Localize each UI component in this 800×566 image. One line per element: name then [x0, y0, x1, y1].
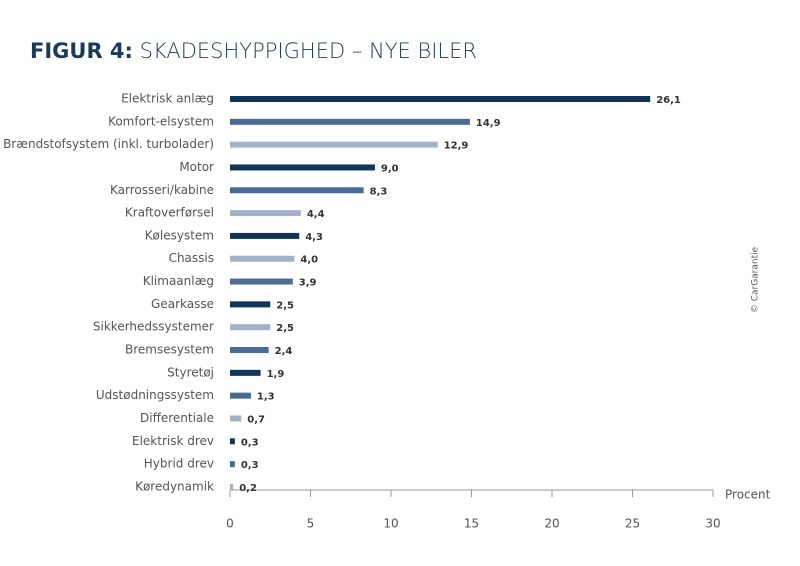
- y-tick-label: Chassis: [169, 251, 214, 265]
- y-tick-label: Elektrisk anlæg: [121, 92, 214, 106]
- y-tick-label: Hybrid drev: [144, 457, 214, 471]
- y-tick-label: Udstødningssystem: [96, 388, 214, 402]
- bar: [230, 461, 235, 468]
- value-label: 0,7: [247, 414, 265, 425]
- x-tick-label: 30: [705, 517, 720, 531]
- y-tick-label: Differentiale: [140, 411, 214, 425]
- bar: [230, 141, 438, 148]
- bar: [230, 369, 261, 376]
- x-tick-label: 0: [226, 517, 234, 531]
- value-label: 1,3: [257, 392, 275, 403]
- bar: [230, 278, 293, 285]
- title-prefix: FIGUR 4:: [30, 39, 133, 63]
- value-label: 2,4: [275, 346, 293, 357]
- bar: [230, 187, 364, 194]
- x-tick-label: 5: [307, 517, 315, 531]
- chart-title: FIGUR 4: SKADESHYPPIGHED – NYE BILER: [30, 39, 477, 63]
- y-tick-label: Brændstofsystem (inkl. turbolader): [3, 137, 214, 151]
- bar: [230, 438, 235, 445]
- bar: [230, 255, 295, 262]
- y-tick-label: Gearkasse: [151, 297, 214, 311]
- value-label: 2,5: [276, 323, 294, 334]
- value-label: 0,3: [241, 437, 259, 448]
- bar: [230, 415, 242, 422]
- y-tick-label: Elektrisk drev: [132, 434, 214, 448]
- value-label: 2,5: [276, 300, 294, 311]
- bar: [230, 301, 271, 308]
- y-tick-label: Kølesystem: [145, 228, 214, 242]
- bar: [230, 232, 300, 239]
- bar: [230, 164, 375, 171]
- title-text: SKADESHYPPIGHED – NYE BILER: [140, 39, 477, 63]
- value-label: 0,3: [241, 460, 259, 471]
- y-tick-label: Styretøj: [167, 365, 214, 379]
- x-tick-label: 15: [464, 517, 479, 531]
- x-tick-label: 20: [544, 517, 559, 531]
- bar: [230, 210, 301, 217]
- value-label: 0,2: [239, 483, 257, 494]
- value-label: 4,4: [307, 209, 325, 220]
- bar: [230, 347, 269, 354]
- y-tick-label: Klimaanlæg: [143, 274, 214, 288]
- y-tick-label: Kraftoverførsel: [125, 206, 214, 220]
- bar: [230, 118, 470, 125]
- y-tick-label: Bremsesystem: [125, 343, 214, 357]
- bar: [230, 392, 251, 399]
- x-tick-label: 25: [625, 517, 640, 531]
- x-tick-label: 10: [383, 517, 398, 531]
- y-tick-label: Sikkerhedssystemer: [93, 320, 214, 334]
- value-label: 26,1: [656, 95, 681, 106]
- bar: [230, 324, 271, 331]
- value-label: 8,3: [370, 186, 388, 197]
- value-label: 9,0: [381, 163, 399, 174]
- x-axis-label: Procent: [725, 488, 771, 502]
- value-label: 4,0: [300, 255, 318, 266]
- value-label: 3,9: [299, 278, 317, 289]
- value-label: 14,9: [476, 118, 501, 129]
- value-label: 4,3: [305, 232, 323, 243]
- bar: [230, 96, 651, 102]
- source: © CarGarantie: [751, 246, 761, 313]
- value-label: 12,9: [444, 141, 469, 152]
- y-tick-label: Komfort-elsystem: [108, 114, 214, 128]
- y-tick-label: Motor: [179, 160, 214, 174]
- bar: [230, 483, 234, 490]
- y-tick-label: Køredynamik: [135, 479, 214, 493]
- y-tick-label: Karrosseri/kabine: [110, 183, 214, 197]
- value-label: 1,9: [267, 369, 285, 380]
